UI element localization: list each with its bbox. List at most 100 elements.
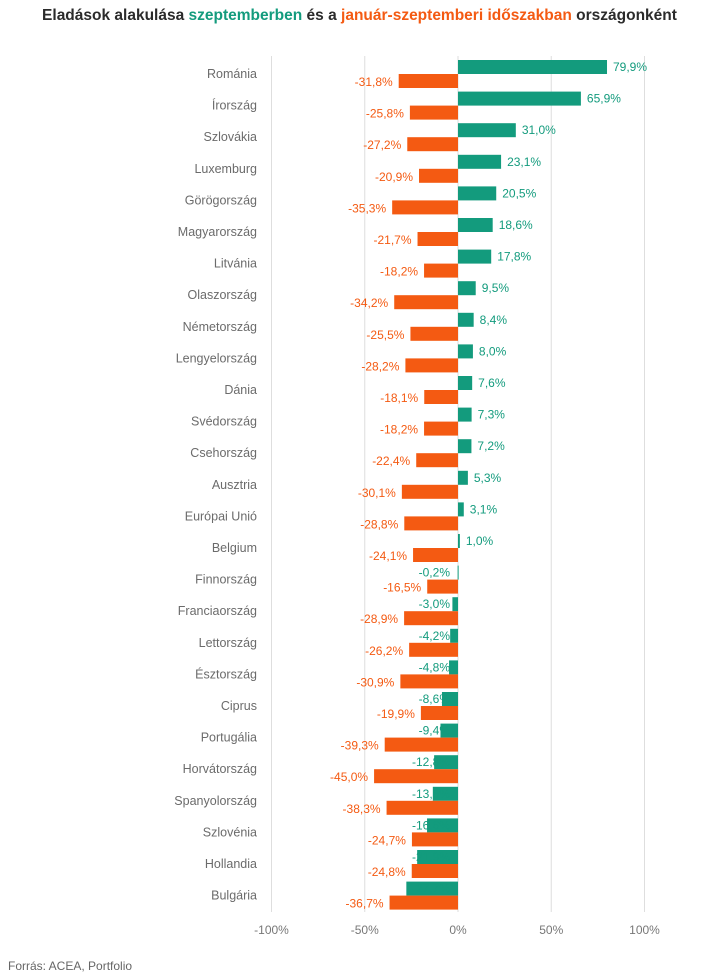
source-note: Forrás: ACEA, Portfolio <box>8 959 133 973</box>
title-ytd-word: január-szeptemberi időszakban <box>341 7 572 24</box>
ytd-bar <box>404 516 458 531</box>
september-bar <box>458 439 472 454</box>
september-bar <box>440 723 458 738</box>
september-value-label: 20,5% <box>502 186 536 200</box>
category-label: Hollandia <box>205 857 257 871</box>
september-bar <box>458 91 581 106</box>
september-value-label: 79,9% <box>613 60 647 74</box>
september-bar <box>458 344 473 359</box>
september-bar <box>450 628 458 643</box>
ytd-value-label: -31,8% <box>355 75 393 89</box>
ytd-bar <box>427 579 458 594</box>
september-bar <box>458 281 476 296</box>
ytd-bar <box>424 390 458 404</box>
ytd-value-label: -28,8% <box>360 517 398 531</box>
september-bar <box>427 818 458 833</box>
category-label: Románia <box>207 67 257 81</box>
ytd-value-label: -22,4% <box>372 454 410 468</box>
ytd-value-label: -18,2% <box>380 265 418 279</box>
september-value-label: -0,2% <box>419 566 451 580</box>
x-tick-label: 50% <box>539 923 563 937</box>
ytd-value-label: -21,7% <box>373 233 411 247</box>
chart-title: Eladások alakulása szeptemberben és a ja… <box>0 7 719 25</box>
ytd-value-label: -25,8% <box>366 107 404 121</box>
september-bar <box>458 534 460 548</box>
ytd-value-label: -25,5% <box>366 328 404 342</box>
september-value-label: -9,4% <box>419 724 451 738</box>
category-label: Luxemburg <box>194 162 257 176</box>
category-label: Észtország <box>195 666 257 681</box>
september-bar <box>458 60 608 74</box>
category-label: Németország <box>183 320 257 334</box>
category-label: Szlovénia <box>203 825 257 839</box>
ytd-value-label: -24,1% <box>369 549 407 563</box>
september-bar <box>452 597 458 612</box>
ytd-value-label: -26,2% <box>365 644 403 658</box>
september-bar <box>458 312 474 327</box>
ytd-value-label: -20,9% <box>375 170 413 184</box>
ytd-value-label: -18,1% <box>380 391 418 405</box>
category-label: Portugália <box>201 731 257 745</box>
x-tick-label: 0% <box>449 923 467 937</box>
x-tick-label: -100% <box>254 923 289 937</box>
september-bar <box>458 249 492 264</box>
category-label: Svédország <box>191 415 257 429</box>
category-label: Bulgária <box>211 889 257 903</box>
ytd-bar <box>413 548 458 562</box>
ytd-value-label: -38,3% <box>343 802 381 816</box>
ytd-bar <box>389 895 458 910</box>
september-bar <box>441 692 458 706</box>
september-value-label: 7,2% <box>477 439 505 453</box>
september-value-label: -4,8% <box>419 660 451 674</box>
ytd-value-label: -34,2% <box>350 296 388 310</box>
september-bar <box>458 407 472 422</box>
ytd-bar <box>424 421 458 436</box>
ytd-bar <box>384 737 458 752</box>
september-bar <box>457 565 459 580</box>
ytd-value-label: -28,9% <box>360 612 398 626</box>
category-label: Dánia <box>224 383 257 397</box>
ytd-bar <box>416 453 458 468</box>
category-label: Lengyelország <box>176 351 257 365</box>
category-label: Magyarország <box>178 225 257 239</box>
september-value-label: -27,7% <box>412 882 450 896</box>
ytd-value-label: -27,2% <box>363 138 401 152</box>
category-label: Lettország <box>199 636 257 650</box>
september-value-label: 23,1% <box>507 155 541 169</box>
category-label: Görögország <box>185 193 257 207</box>
category-label: Ciprus <box>221 699 257 713</box>
september-value-label: -4,2% <box>419 629 451 643</box>
september-value-label: 9,5% <box>482 281 510 295</box>
x-tick-label: -50% <box>351 923 379 937</box>
category-label: Litvánia <box>214 257 257 271</box>
september-bar <box>434 755 458 770</box>
ytd-bar <box>409 642 458 657</box>
category-label: Horvátország <box>183 762 257 776</box>
ytd-bar <box>411 864 458 878</box>
ytd-bar <box>409 105 458 120</box>
ytd-value-label: -28,2% <box>361 359 399 373</box>
ytd-value-label: -30,1% <box>358 486 396 500</box>
ytd-value-label: -30,9% <box>356 675 394 689</box>
ytd-bar <box>392 200 458 215</box>
title-part-5: országonként <box>571 7 677 24</box>
september-value-label: 5,3% <box>474 471 502 485</box>
september-value-label: 3,1% <box>470 502 498 516</box>
september-value-label: -3,0% <box>419 597 451 611</box>
ytd-value-label: -45,0% <box>330 770 368 784</box>
ytd-value-label: -18,2% <box>380 423 418 437</box>
ytd-bar <box>411 832 458 847</box>
category-label: Olaszország <box>188 288 258 302</box>
ytd-bar <box>419 168 458 183</box>
september-bar <box>458 502 464 517</box>
category-label: Írország <box>212 98 257 113</box>
september-value-label: 1,0% <box>466 534 494 548</box>
category-label: Ausztria <box>212 478 257 492</box>
ytd-bar <box>407 137 458 152</box>
september-value-label: 8,4% <box>480 313 508 327</box>
bar-chart: -100% -50% 0% 50% 100% Románia 79,9% -31,8% Íror… <box>174 56 660 937</box>
ytd-bar <box>420 706 458 720</box>
ytd-value-label: -36,7% <box>346 897 384 911</box>
september-bar <box>458 154 502 169</box>
september-value-label: -12,8% <box>412 755 450 769</box>
